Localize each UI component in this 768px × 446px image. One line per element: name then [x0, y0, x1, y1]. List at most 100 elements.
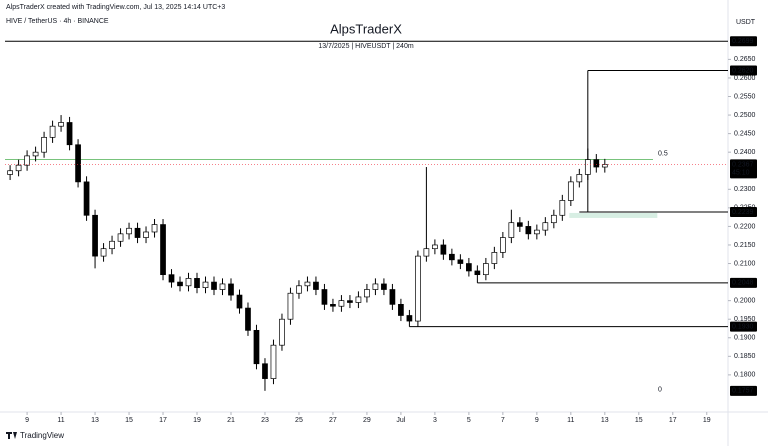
candle-body: [321, 289, 328, 305]
x-tick-label: 3: [433, 417, 437, 424]
candle-body: [160, 224, 166, 276]
level-label: 0.2048: [732, 280, 754, 287]
candle-body: [550, 214, 557, 224]
x-tick-label: 21: [227, 417, 235, 424]
candle-body: [177, 281, 183, 287]
candle-body: [66, 122, 73, 146]
candle-body: [432, 244, 438, 250]
y-tick-label: 0.2100: [734, 260, 756, 267]
x-tick-label: 11: [567, 417, 574, 424]
candle-body: [449, 253, 455, 261]
y-tick-label: 0.2200: [734, 223, 756, 230]
candle-body: [109, 240, 115, 250]
x-tick-label: 15: [125, 417, 133, 424]
candle-body: [228, 283, 234, 296]
candle-body: [304, 281, 311, 287]
brand: TradingView: [20, 431, 64, 440]
candle-body: [415, 255, 421, 322]
level-label: 0.1757: [732, 388, 754, 395]
brand-logo: [6, 432, 17, 439]
y-tick-label: 0.2150: [734, 242, 756, 249]
candle-body: [584, 159, 591, 175]
x-tick-label: 17: [159, 417, 167, 424]
candle-body: [533, 229, 540, 235]
candle-body: [601, 164, 608, 168]
subtitle: 13/7/2025 | HIVEUSDT | 240m: [318, 43, 414, 50]
candle-body: [508, 222, 515, 238]
candle-body: [75, 144, 81, 183]
x-tick-label: 11: [57, 417, 64, 424]
level-label: 0.2239: [732, 209, 754, 216]
y-tick-label: 0.2650: [734, 56, 756, 63]
candle-body: [593, 159, 600, 168]
y-tick-label: 0.1950: [734, 316, 756, 323]
candle-body: [381, 283, 387, 290]
y-tick-label: 0.2500: [734, 112, 756, 119]
candle-body: [347, 300, 353, 303]
candle-body: [330, 304, 336, 307]
level-badge: [730, 321, 757, 332]
candle-body: [338, 300, 345, 307]
x-tick-label: 27: [329, 417, 337, 424]
last-price-badge: [730, 159, 757, 179]
x-tick-label: 7: [501, 417, 505, 424]
candle-body: [100, 248, 107, 257]
candle-body: [253, 329, 260, 365]
candle-body: [500, 237, 506, 253]
candle-body: [41, 136, 47, 153]
y-tick-label: 0.2000: [734, 297, 756, 304]
y-tick-label: 0.1900: [734, 335, 756, 342]
candle-body: [517, 222, 523, 227]
candle-body: [134, 227, 141, 238]
candle-body: [525, 226, 532, 235]
candle-body: [466, 263, 472, 272]
last-price-label: 0.2367: [732, 161, 754, 168]
candle-body: [542, 222, 549, 231]
candle-body: [58, 122, 64, 127]
level-label: 0.2699: [732, 38, 754, 45]
candle-body: [423, 248, 430, 257]
candle-body: [372, 283, 379, 290]
y-tick-label: 0.1800: [734, 372, 756, 379]
level-badge: [730, 65, 757, 76]
candle-body: [296, 285, 302, 294]
x-tick-label: 13: [601, 417, 609, 424]
y-tick-label: 0.2600: [734, 75, 756, 82]
candle-body: [202, 281, 209, 289]
x-tick-label: 23: [261, 417, 269, 424]
candle-body: [211, 281, 217, 290]
candle-body: [313, 281, 319, 290]
x-tick-label: 13: [91, 417, 99, 424]
candle-body: [92, 214, 98, 257]
candle-body: [440, 244, 447, 255]
candle-body: [117, 233, 124, 242]
candle-body: [32, 151, 39, 157]
x-tick-label: Jul: [396, 417, 405, 424]
candle-body: [279, 318, 285, 346]
y-tick-label: 0.2300: [734, 186, 756, 193]
x-tick-label: 15: [635, 417, 643, 424]
candle-body: [15, 164, 22, 172]
fib-label: 0: [658, 387, 662, 394]
candle-body: [126, 227, 132, 235]
x-tick-label: 9: [535, 417, 539, 424]
y-tick-label: 0.2400: [734, 149, 756, 156]
candle-body: [389, 289, 396, 305]
candle-body: [168, 274, 175, 283]
y-tick-label: 0.2450: [734, 130, 756, 137]
level-label: 0.2620: [732, 67, 754, 74]
x-tick-label: 29: [363, 417, 371, 424]
candle-body: [398, 304, 404, 316]
candle-body: [364, 289, 370, 298]
x-tick-label: 19: [703, 417, 711, 424]
candle-body: [287, 292, 294, 320]
candle-body: [83, 181, 90, 216]
candle-body: [151, 224, 158, 233]
candle-body: [567, 181, 574, 201]
x-tick-label: 17: [669, 417, 677, 424]
countdown: 45:10: [732, 169, 750, 176]
y-tick-label: 0.2550: [734, 93, 756, 100]
candle-body: [457, 259, 464, 264]
candle-body: [355, 296, 362, 303]
